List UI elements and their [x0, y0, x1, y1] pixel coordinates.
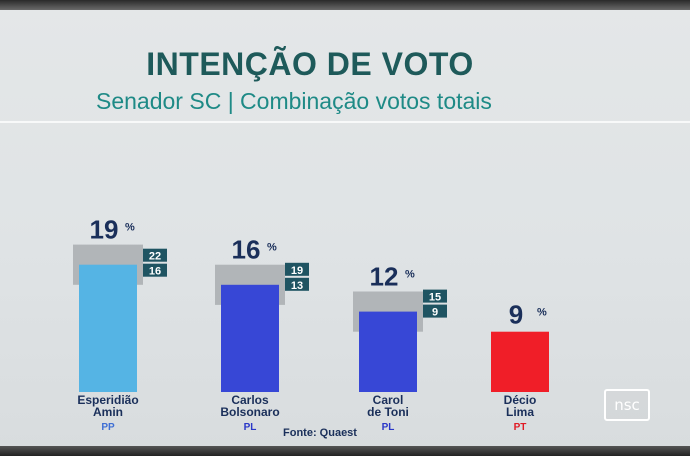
header-divider [0, 121, 690, 123]
value-unit-3: % [405, 269, 415, 281]
bar-1 [79, 264, 137, 392]
party-label-1: PP [101, 422, 115, 433]
range-low-box-2 [285, 277, 309, 291]
category-label-2-line-2: Bolsonaro [220, 405, 279, 419]
category-label-1-line-1: Esperidião [77, 393, 138, 407]
range-high-label-3: 15 [429, 292, 441, 304]
range-low-label-2: 13 [291, 280, 303, 292]
bar-2 [221, 284, 279, 392]
value-label-2: 16 [232, 235, 261, 265]
range-high-label-2: 19 [291, 265, 303, 277]
range-high-box-2 [285, 262, 309, 276]
value-label-4: 9 [509, 300, 523, 330]
top-bezel [0, 0, 690, 10]
category-label-2-line-1: Carlos [231, 393, 269, 407]
range-high-box-1 [143, 248, 167, 262]
value-label-3: 12 [370, 262, 399, 292]
category-label-4-line-2: Lima [506, 405, 534, 419]
chart-subtitle: Senador SC | Combinação votos totais [96, 88, 492, 114]
value-label-1: 19 [90, 215, 119, 245]
range-low-box-3 [423, 304, 447, 318]
category-label-4-line-1: Décio [504, 393, 537, 407]
value-unit-1: % [125, 222, 135, 234]
value-unit-2: % [267, 242, 277, 254]
range-low-box-1 [143, 263, 167, 277]
range-low-label-3: 9 [432, 307, 438, 319]
range-low-label-1: 16 [149, 266, 161, 278]
source-label: Fonte: Quaest [283, 427, 357, 439]
range-high-box-3 [423, 289, 447, 303]
bar-3 [359, 311, 417, 392]
category-label-3-line-1: Carol [373, 393, 404, 407]
party-label-3: PL [382, 422, 395, 433]
bottom-bezel [0, 446, 690, 456]
category-label-3-line-2: de Toni [367, 405, 409, 419]
broadcaster-logo: nsc [604, 389, 650, 421]
party-label-4: PT [514, 422, 527, 433]
category-label-1-line-2: Amin [93, 405, 123, 419]
value-unit-4: % [537, 307, 547, 319]
bar-4 [491, 331, 549, 392]
chart-title: INTENÇÃO DE VOTO [146, 46, 474, 82]
party-label-2: PL [244, 422, 257, 433]
range-high-label-1: 22 [149, 251, 161, 263]
